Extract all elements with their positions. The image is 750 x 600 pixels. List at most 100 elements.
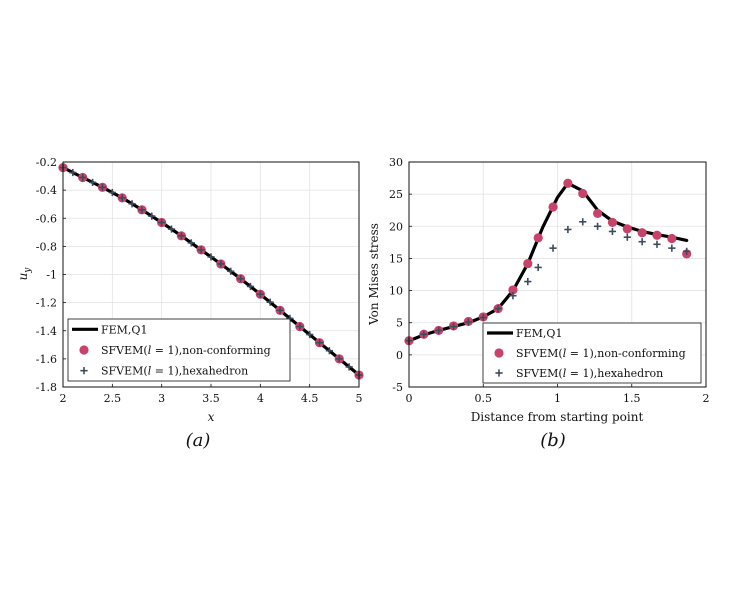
y-tick-label: 30 [389, 156, 403, 169]
y-tick-label: -0.8 [36, 240, 57, 253]
data-point-plus [128, 200, 136, 208]
legend-entry: FEM,Q1 [72, 323, 147, 336]
data-point-plus [464, 318, 472, 326]
y-tick-label: -1.6 [36, 353, 57, 366]
y-tick-label: 10 [389, 285, 403, 298]
panel-a-ylabel-main: u [16, 273, 30, 281]
data-point-plus [479, 313, 487, 322]
legend-label-part: = 1),non-conforming [151, 344, 270, 357]
panel-a-marks [58, 163, 364, 380]
x-tick-label: 4 [257, 392, 264, 405]
y-tick-label: 25 [389, 188, 403, 201]
x-tick-label: 1.5 [623, 392, 641, 405]
y-tick-label: -0.6 [36, 212, 57, 225]
x-tick-label: 5 [356, 392, 363, 405]
data-point-circle [622, 224, 632, 234]
y-tick-label: -0.2 [36, 156, 57, 169]
x-tick-label: 1 [554, 392, 561, 405]
x-tick-label: 0 [406, 392, 413, 405]
panel-b-caption: (b) [540, 430, 566, 451]
data-point-plus [138, 206, 146, 214]
x-tick-label: 0.5 [475, 392, 493, 405]
data-point-circle [548, 202, 558, 212]
data-point-circle [563, 178, 573, 188]
panel-a-ticks: 2 2.5 3 3.5 4 4.5 5 -0.2 -0.4 -0.6 -0.8 -1 -1.2 -1.4 -… [36, 156, 363, 405]
y-tick-label: -1.2 [36, 297, 57, 310]
x-tick-label: 4.5 [301, 392, 319, 405]
data-point-plus [187, 239, 195, 247]
y-tick-label: 20 [389, 220, 403, 233]
data-point-plus [653, 240, 661, 248]
data-point-plus [579, 218, 587, 226]
data-point-plus [256, 290, 264, 298]
data-point-plus [197, 246, 205, 254]
data-point-plus [449, 322, 458, 331]
data-point-plus [420, 330, 428, 338]
legend-swatch-circle [79, 345, 89, 355]
legend-entry: SFVEM(l = 1),non-conforming [79, 344, 271, 357]
data-point-circle [607, 217, 618, 228]
legend-entry: SFVEM(l = 1),hexahedron [80, 365, 248, 378]
legend-box [482, 322, 702, 384]
data-point-plus [69, 168, 77, 177]
legend-entry: FEM,Q1 [487, 327, 562, 340]
y-tick-label: -5 [392, 381, 403, 394]
legend-label-part: = 1),hexahedron [151, 365, 248, 378]
data-point-plus [623, 233, 631, 241]
legend-swatch-plus [495, 369, 503, 377]
data-point-circle [637, 228, 647, 238]
data-point-plus [534, 263, 542, 272]
y-tick-label: 5 [396, 317, 403, 330]
legend-label-part: SFVEM( [516, 347, 563, 360]
data-point-circle [523, 258, 533, 269]
legend-label: SFVEM(l = 1),non-conforming [516, 347, 686, 360]
data-point-plus [276, 306, 284, 314]
legend-label-part: SFVEM( [101, 344, 148, 357]
data-point-plus [638, 238, 646, 246]
y-tick-label: 15 [389, 252, 403, 265]
legend-label-part: l [148, 365, 152, 378]
data-point-plus [108, 188, 116, 197]
data-point-plus [335, 355, 343, 363]
data-point-plus [296, 322, 304, 331]
data-point-circle [652, 230, 662, 240]
data-point-plus [79, 173, 87, 182]
data-point-plus [549, 244, 557, 252]
legend-swatch-plus [80, 367, 88, 375]
data-point-circle [508, 285, 518, 295]
legend-label: SFVEM(l = 1),hexahedron [101, 365, 248, 378]
data-point-plus [608, 227, 617, 236]
legend-entry: SFVEM(l = 1),non-conforming [494, 347, 686, 360]
data-point-plus [167, 225, 176, 233]
svg-text:uy: uy [16, 267, 33, 281]
panel-a-ylabel: uy [16, 267, 33, 281]
data-point-plus [98, 183, 107, 191]
data-point-plus [237, 275, 245, 283]
panel-a: 2 2.5 3 3.5 4 4.5 5 -0.2 -0.4 -0.6 -0.8 -1 -1.2 -1.4 -… [16, 156, 364, 451]
x-tick-label: 2 [703, 392, 710, 405]
panel-a-ylabel-sub: y [23, 267, 33, 274]
legend-label-part: = 1),hexahedron [566, 367, 663, 380]
data-point-plus [315, 339, 324, 347]
data-point-plus [564, 225, 572, 234]
x-tick-label: 3.5 [202, 392, 220, 405]
legend-label-part: l [148, 344, 152, 357]
panel-b-xlabel: Distance from starting point [471, 410, 644, 424]
data-point-plus [325, 347, 333, 355]
legend-box [67, 318, 291, 382]
x-tick-label: 2.5 [104, 392, 122, 405]
legend-swatch-circle [494, 348, 504, 358]
data-point-plus [207, 253, 215, 261]
legend-label: FEM,Q1 [101, 323, 147, 336]
data-point-plus [593, 222, 602, 230]
data-point-plus [227, 267, 235, 275]
y-tick-label: 0 [396, 349, 403, 362]
data-point-plus [246, 282, 255, 291]
legend-label-part: = 1),non-conforming [566, 347, 685, 360]
data-point-plus [345, 363, 353, 371]
data-point-plus [148, 212, 156, 220]
data-point-plus [435, 326, 443, 335]
